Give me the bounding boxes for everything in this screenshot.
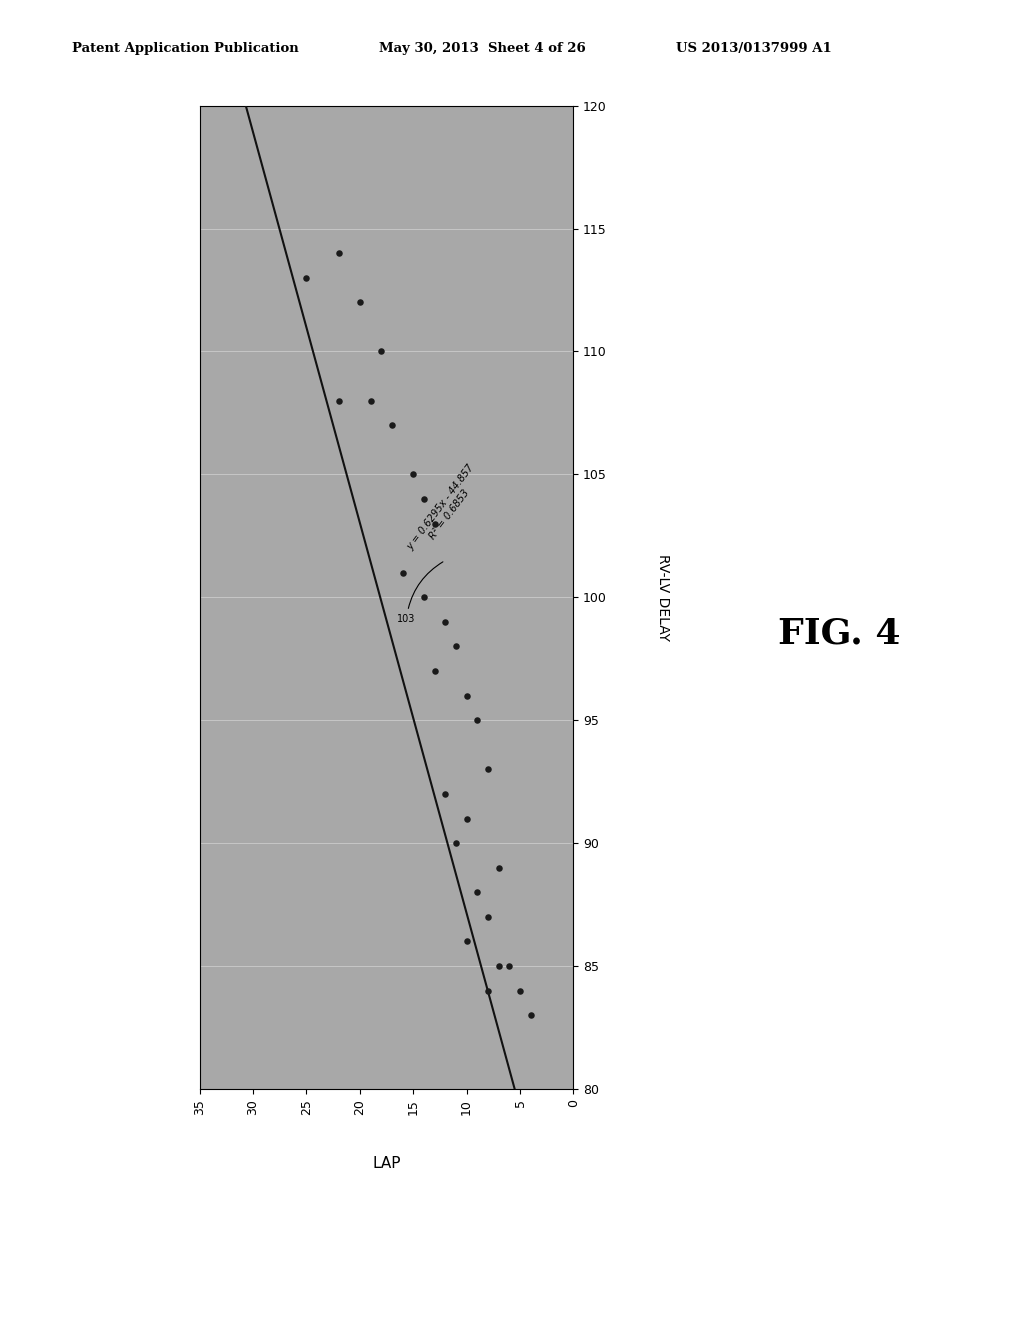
Point [437, 611, 454, 632]
Point [480, 907, 497, 928]
Point [522, 1005, 539, 1026]
Point [490, 956, 507, 977]
Point [437, 784, 454, 805]
Point [426, 513, 442, 535]
Point [426, 660, 442, 681]
Text: May 30, 2013  Sheet 4 of 26: May 30, 2013 Sheet 4 of 26 [379, 42, 586, 55]
Text: Patent Application Publication: Patent Application Publication [72, 42, 298, 55]
Point [469, 710, 485, 731]
Text: US 2013/0137999 A1: US 2013/0137999 A1 [676, 42, 831, 55]
Point [447, 636, 464, 657]
Point [459, 931, 475, 952]
Point [331, 243, 347, 264]
Point [416, 488, 432, 510]
Point [416, 587, 432, 609]
Point [459, 685, 475, 706]
Point [447, 833, 464, 854]
Point [373, 341, 389, 362]
Point [406, 463, 422, 484]
Point [469, 882, 485, 903]
Y-axis label: RV-LV DELAY: RV-LV DELAY [655, 554, 670, 640]
Point [384, 414, 400, 436]
Text: 103: 103 [397, 562, 443, 624]
Text: FIG. 4: FIG. 4 [778, 616, 901, 651]
Point [480, 979, 497, 1001]
Point [501, 956, 517, 977]
Point [362, 389, 379, 411]
Point [298, 267, 314, 288]
Point [351, 292, 368, 313]
Point [480, 759, 497, 780]
Point [394, 562, 411, 583]
Point [490, 857, 507, 878]
Text: y = 0.6295x - 44.857
R² = 0.6853: y = 0.6295x - 44.857 R² = 0.6853 [406, 463, 485, 560]
Point [512, 979, 528, 1001]
X-axis label: LAP: LAP [373, 1156, 400, 1171]
Point [459, 808, 475, 829]
Point [331, 389, 347, 411]
